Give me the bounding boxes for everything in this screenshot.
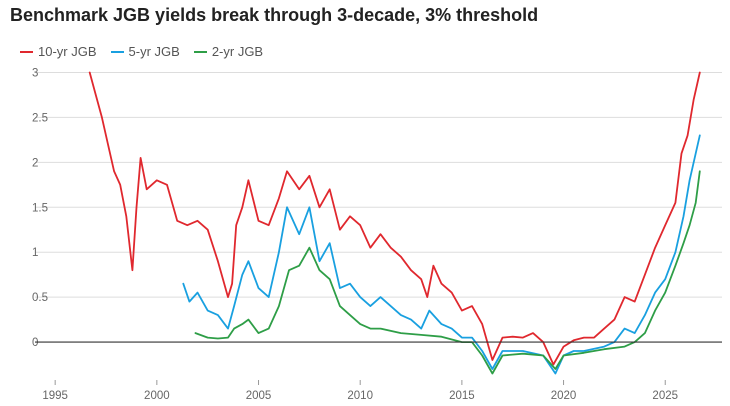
y-tick-label: 3	[32, 67, 38, 79]
series-line-5y	[182, 134, 701, 375]
y-tick-label: 2.5	[32, 112, 48, 124]
series-line-2y	[194, 170, 701, 375]
legend-item-2yr: 2-yr JGB	[193, 44, 264, 59]
y-tick-label: 0	[32, 337, 38, 349]
legend: 10-yr JGB 5-yr JGB 2-yr JGB	[20, 44, 263, 59]
legend-swatch-10yr	[20, 50, 33, 53]
x-tick-label: 2025	[652, 390, 678, 402]
y-tick-label: 1	[32, 247, 38, 259]
legend-swatch-2yr	[193, 50, 207, 53]
y-tick-label: 2	[32, 157, 38, 169]
x-tick-label: 2020	[551, 390, 577, 402]
x-tick-label: 2000	[144, 390, 170, 402]
legend-item-10yr: 10-yr JGB	[20, 44, 97, 59]
x-tick-label: 1995	[42, 390, 68, 402]
chart-title: Benchmark JGB yields break through 3-dec…	[10, 5, 539, 25]
y-tick-label: 0.5	[32, 292, 48, 304]
legend-label-2yr: 2-yr JGB	[211, 44, 264, 59]
x-tick-label: 2005	[246, 390, 272, 402]
series-line-10y	[88, 71, 701, 366]
legend-label-10yr: 10-yr JGB	[38, 44, 97, 59]
legend-item-5yr: 5-yr JGB	[110, 44, 180, 59]
x-tick-label: 2015	[449, 390, 475, 402]
x-tick-label: 2010	[347, 390, 373, 402]
legend-label-5yr: 5-yr JGB	[128, 44, 180, 59]
y-tick-label: 1.5	[32, 202, 48, 214]
legend-swatch-5yr	[110, 50, 124, 53]
